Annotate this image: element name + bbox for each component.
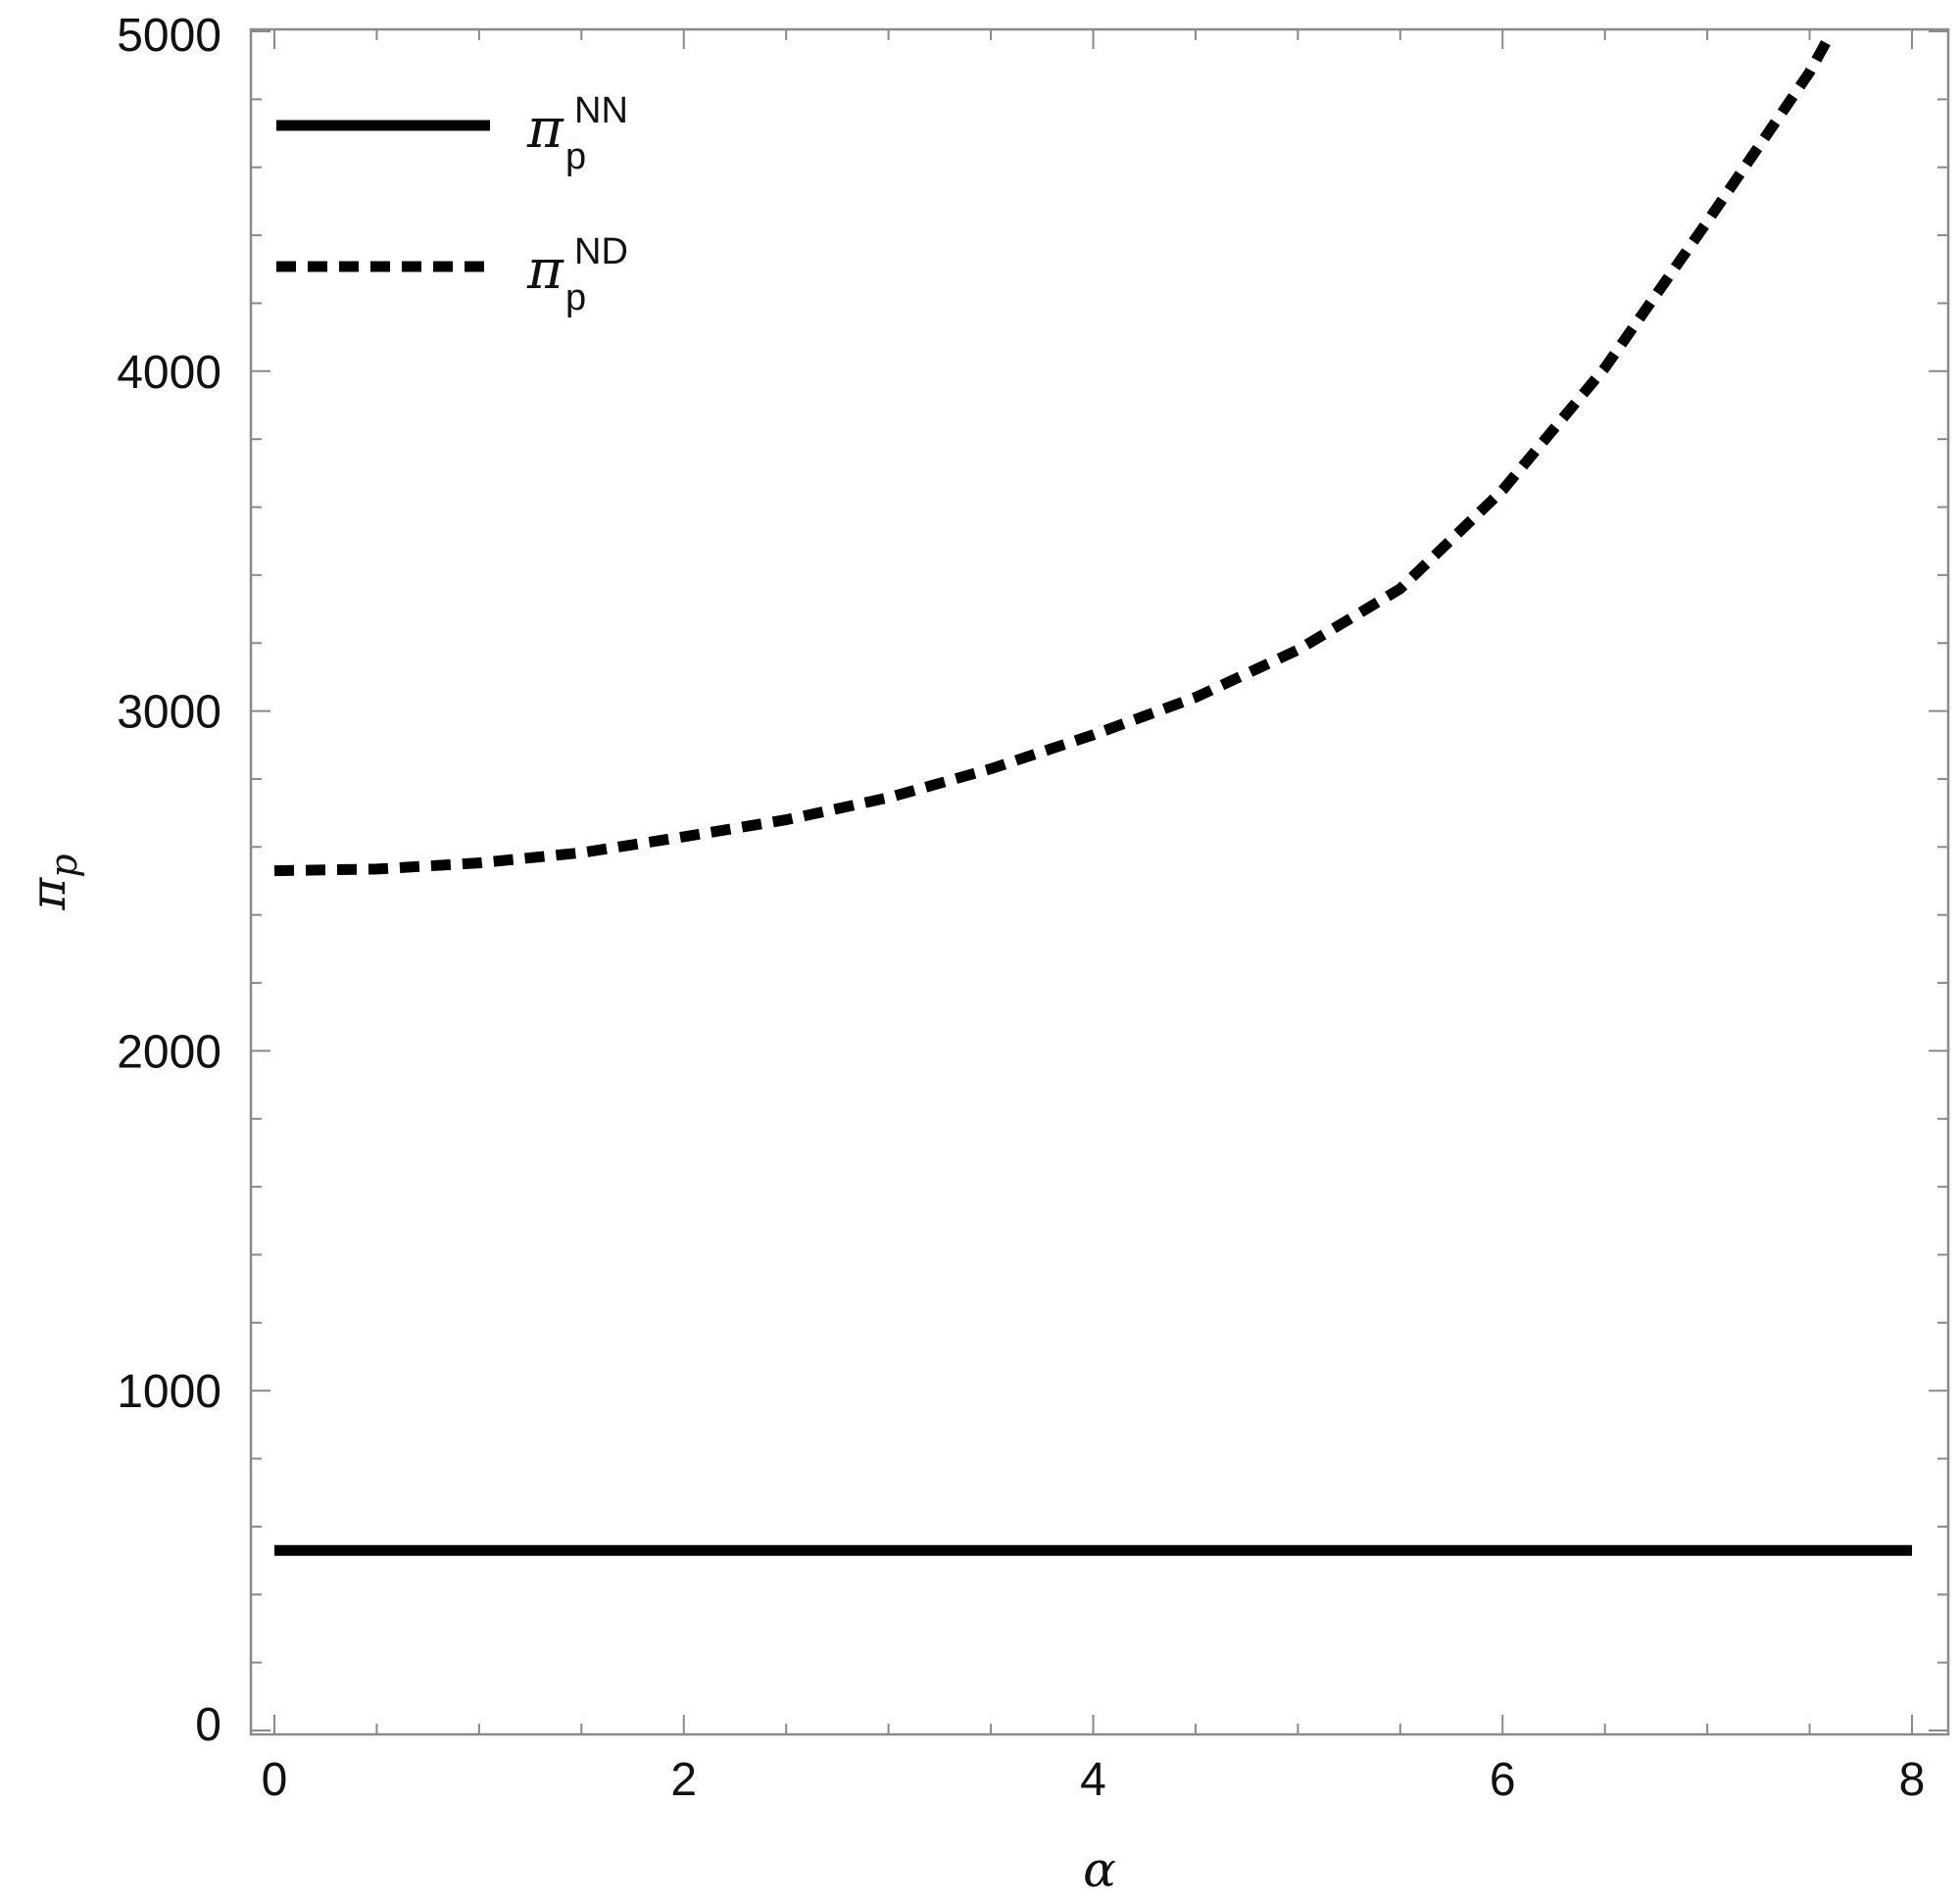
x-tick-label: 0 — [262, 1754, 288, 1806]
plot-frame — [249, 27, 1950, 1736]
y-tick-label: 3000 — [117, 687, 221, 739]
y-tick-label: 5000 — [117, 10, 221, 62]
x-tick-label: 8 — [1899, 1754, 1926, 1806]
axis-tick-labels: 0 2 4 6 8 0 1000 2000 3000 4000 5000 — [117, 10, 1925, 1806]
axis-ticks — [251, 29, 1948, 1734]
series-line-nd — [273, 31, 1836, 877]
x-tick-label: 6 — [1490, 1754, 1516, 1806]
y-tick-label: 2000 — [117, 1026, 221, 1078]
x-tick-label: 2 — [670, 1754, 697, 1806]
x-axis-label: α — [1083, 1841, 1116, 1898]
svg-text:πp: πp — [20, 853, 85, 910]
y-tick-label: 4000 — [117, 347, 221, 399]
x-tick-label: 4 — [1080, 1754, 1106, 1806]
y-axis-label-symbol: π — [20, 877, 76, 911]
legend-label-nd: π p ND — [526, 231, 628, 323]
y-axis-label-subscript: p — [42, 853, 85, 877]
y-tick-label: 0 — [195, 1699, 221, 1751]
legend-superscript-nd: ND — [574, 231, 628, 272]
y-axis-label: πp — [20, 853, 85, 910]
series-group — [273, 31, 1912, 1556]
legend-subscript-nd: p — [565, 277, 586, 318]
legend-symbol-nd: π — [526, 238, 564, 302]
legend-label-nn: π p NN — [526, 90, 628, 182]
legend-superscript-nn: NN — [574, 90, 628, 131]
legend-symbol-nn: π — [526, 97, 564, 161]
legend: π p NN π p ND — [276, 90, 628, 323]
legend-subscript-nn: p — [565, 136, 586, 177]
y-tick-label: 1000 — [117, 1366, 221, 1418]
